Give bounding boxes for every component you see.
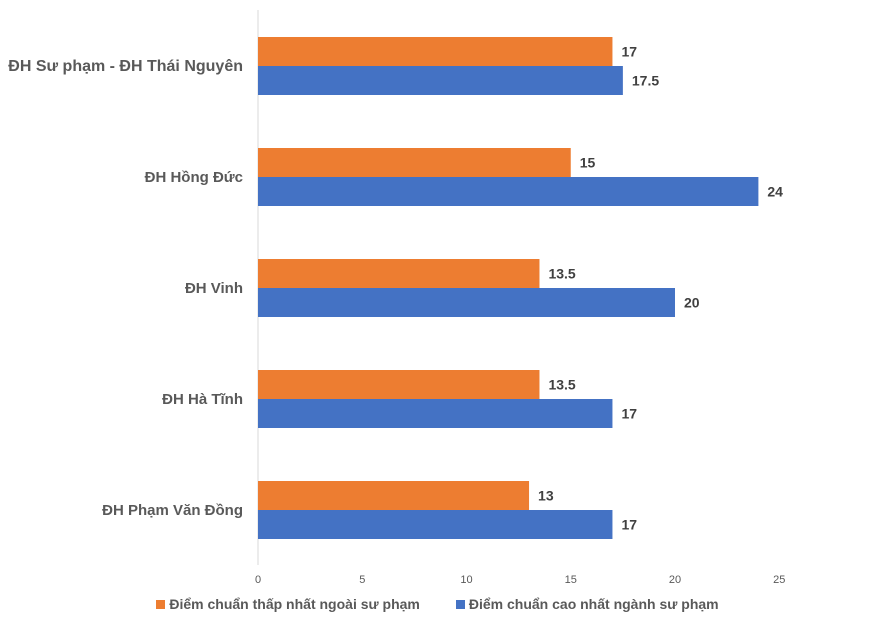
x-tick-label: 10 bbox=[460, 574, 472, 586]
x-tick-label: 0 bbox=[255, 574, 261, 586]
x-tick-label: 20 bbox=[669, 574, 681, 586]
legend-item-series-1: Điểm chuẩn cao nhất ngành sư phạm bbox=[455, 596, 719, 612]
bar-series-0 bbox=[258, 37, 613, 66]
legend: Điểm chuẩn thấp nhất ngoài sư phạm Điểm … bbox=[0, 596, 875, 612]
bar-series-0 bbox=[258, 148, 571, 177]
x-tick-label: 5 bbox=[359, 574, 365, 586]
data-label-series-1: 20 bbox=[684, 295, 700, 311]
bar-series-1 bbox=[258, 288, 675, 317]
x-tick-label: 15 bbox=[565, 574, 577, 586]
data-label-series-1: 17.5 bbox=[632, 73, 659, 89]
data-label-series-1: 17 bbox=[621, 517, 637, 533]
legend-item-series-0: Điểm chuẩn thấp nhất ngoài sư phạm bbox=[156, 596, 420, 612]
bar-series-1 bbox=[258, 177, 759, 206]
category-label: ĐH Hà Tĩnh bbox=[162, 391, 243, 408]
data-label-series-1: 24 bbox=[767, 184, 783, 200]
data-label-series-0: 13.5 bbox=[548, 266, 575, 282]
bar-series-0 bbox=[258, 259, 540, 288]
bar-series-0 bbox=[258, 481, 530, 510]
legend-label-series-1: Điểm chuẩn cao nhất ngành sư phạm bbox=[468, 596, 719, 612]
data-label-series-1: 17 bbox=[621, 406, 637, 422]
category-label: ĐH Hồng Đức bbox=[145, 169, 243, 186]
data-label-series-0: 17 bbox=[621, 44, 637, 60]
category-label: ĐH Phạm Văn Đồng bbox=[102, 502, 243, 519]
bar-chart: ĐH Sư phạm - ĐH Thái Nguyên 17 17.5 ĐH Hồng… bbox=[8, 10, 785, 586]
bar-series-1 bbox=[258, 399, 613, 428]
legend-label-series-0: Điểm chuẩn thấp nhất ngoài sư phạm bbox=[169, 596, 420, 612]
bar-series-0 bbox=[258, 370, 540, 399]
data-label-series-0: 13.5 bbox=[548, 377, 575, 393]
x-tick-label: 25 bbox=[773, 574, 785, 586]
legend-swatch-series-1 bbox=[455, 599, 465, 609]
category-label: ĐH Vinh bbox=[185, 280, 243, 297]
data-label-series-0: 15 bbox=[580, 155, 596, 171]
bar-series-1 bbox=[258, 510, 613, 539]
data-label-series-0: 13 bbox=[538, 488, 554, 504]
category-label: ĐH Sư phạm - ĐH Thái Nguyên bbox=[8, 58, 243, 75]
bar-series-1 bbox=[258, 66, 623, 95]
legend-swatch-series-0 bbox=[156, 599, 166, 609]
